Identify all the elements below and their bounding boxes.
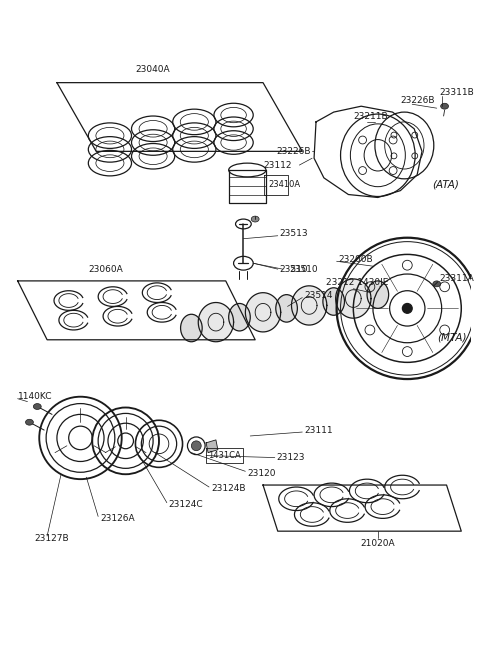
- Ellipse shape: [192, 441, 201, 451]
- Text: 23124B: 23124B: [211, 484, 245, 493]
- Ellipse shape: [323, 288, 345, 315]
- Polygon shape: [336, 279, 371, 318]
- Text: 23311B: 23311B: [440, 88, 474, 97]
- Ellipse shape: [34, 403, 41, 409]
- Ellipse shape: [367, 281, 389, 308]
- Ellipse shape: [433, 281, 441, 287]
- Polygon shape: [291, 286, 327, 325]
- Text: 23040A: 23040A: [135, 66, 170, 74]
- Text: 23123: 23123: [277, 453, 305, 462]
- Ellipse shape: [25, 419, 34, 425]
- Text: 23112: 23112: [263, 160, 291, 170]
- Text: 23311A: 23311A: [440, 275, 474, 283]
- Text: 23510: 23510: [289, 265, 318, 273]
- Text: 23212 1430JE: 23212 1430JE: [326, 279, 388, 287]
- Text: 23513: 23513: [280, 229, 308, 238]
- Polygon shape: [198, 302, 234, 342]
- Ellipse shape: [228, 304, 250, 331]
- Polygon shape: [245, 292, 281, 332]
- Text: 1431CA: 1431CA: [208, 451, 241, 460]
- Ellipse shape: [251, 216, 259, 222]
- Text: (MTA): (MTA): [437, 333, 466, 343]
- Text: 23410A: 23410A: [268, 180, 300, 189]
- Text: 23510: 23510: [280, 265, 308, 273]
- Text: 23127B: 23127B: [35, 533, 69, 543]
- Text: 21020A: 21020A: [360, 539, 395, 549]
- Text: 23124C: 23124C: [169, 500, 204, 509]
- Ellipse shape: [402, 304, 412, 313]
- Text: 23211B: 23211B: [353, 112, 388, 120]
- Ellipse shape: [441, 103, 448, 109]
- Polygon shape: [206, 440, 218, 453]
- Text: 23060A: 23060A: [88, 265, 123, 273]
- Text: 23111: 23111: [304, 426, 333, 434]
- Text: (ATA): (ATA): [432, 180, 459, 190]
- Text: 23120: 23120: [247, 468, 276, 478]
- Text: 23126A: 23126A: [100, 514, 135, 523]
- Text: 23200B: 23200B: [338, 255, 373, 264]
- Text: 23226B: 23226B: [400, 96, 435, 105]
- Text: 23514: 23514: [304, 291, 333, 300]
- Text: 23226B: 23226B: [277, 147, 311, 156]
- Ellipse shape: [180, 314, 202, 342]
- Text: 1140KC: 1140KC: [18, 392, 52, 401]
- Ellipse shape: [276, 294, 298, 322]
